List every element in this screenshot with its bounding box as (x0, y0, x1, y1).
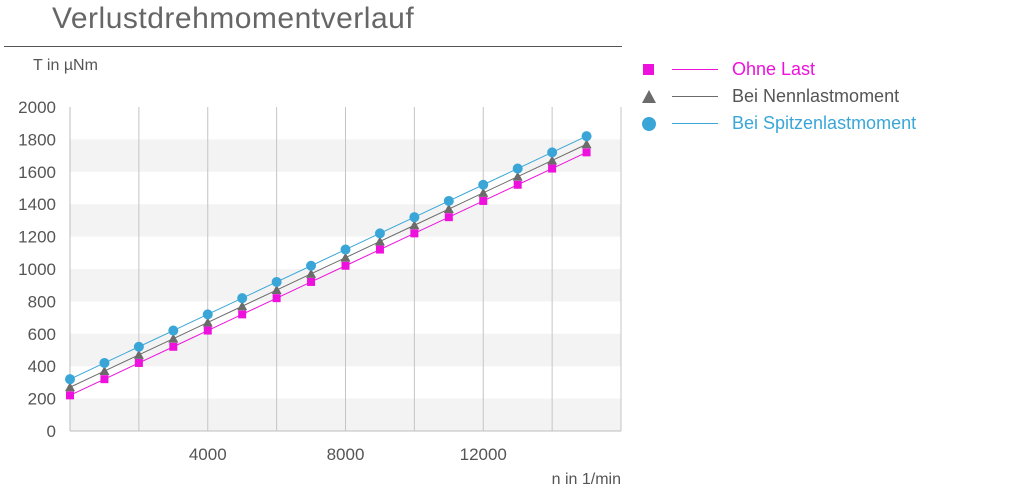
data-point-triangle (512, 171, 523, 181)
x-tick-label: 8000 (327, 445, 365, 464)
y-tick-label: 1600 (18, 163, 56, 182)
data-point-circle (547, 147, 558, 158)
data-point-circle (409, 212, 420, 223)
data-point-circle (478, 179, 489, 190)
data-point-square (203, 326, 212, 335)
y-tick-label: 200 (28, 390, 56, 409)
title-divider (4, 46, 622, 47)
y-tick-label: 400 (28, 357, 56, 376)
data-point-triangle (65, 382, 75, 392)
data-point-circle (168, 325, 179, 336)
data-point-triangle (168, 333, 179, 343)
data-point-triangle (99, 366, 110, 376)
data-point-square (375, 245, 384, 254)
data-point-square (66, 391, 74, 400)
series-line (69, 135, 587, 380)
data-point-triangle (202, 317, 213, 327)
data-point-triangle (547, 155, 558, 165)
series-layer (65, 131, 592, 400)
legend-marker-square (640, 61, 658, 79)
data-point-circle (65, 374, 75, 385)
legend-entry: Bei Spitzenlastmoment (640, 110, 916, 137)
data-point-triangle (306, 268, 317, 278)
legend-marker-circle (640, 115, 658, 133)
data-point-square (582, 148, 591, 157)
data-point-triangle (443, 204, 454, 214)
legend-line (672, 123, 718, 124)
data-point-circle (202, 309, 213, 320)
y-tick-label: 2000 (18, 98, 56, 117)
data-point-square (100, 375, 109, 384)
y-tick-label: 1800 (18, 130, 56, 149)
data-point-square (169, 342, 178, 351)
x-axis-label: n in 1/min (552, 471, 621, 488)
data-point-triangle (340, 252, 351, 262)
data-point-square (272, 294, 281, 303)
data-point-square (134, 358, 143, 367)
series-bei-spitzenlastmoment (65, 131, 592, 385)
y-tick-labels: 0 200 400 600 800 1000 1200 1400 1600 1800 2000 (18, 98, 56, 441)
data-point-square (410, 229, 419, 238)
data-point-square (513, 180, 522, 189)
legend-label: Bei Nennlastmoment (732, 86, 900, 106)
data-point-square (444, 213, 453, 222)
x-tick-labels: 4000 8000 12000 (189, 445, 507, 464)
chart-title: Verlustdrehmomentverlauf (52, 2, 415, 35)
y-tick-label: 1200 (18, 228, 56, 247)
data-point-circle (237, 293, 248, 304)
series-bei-nennlastmoment (65, 139, 592, 392)
data-point-circle (99, 357, 110, 368)
legend-line (672, 96, 718, 97)
data-point-circle (306, 260, 317, 271)
y-axis-label: T in µNm (33, 57, 98, 74)
legend-marker-triangle (640, 88, 658, 106)
y-tick-label: 800 (28, 292, 56, 311)
data-point-circle (340, 244, 351, 255)
y-tick-label: 600 (28, 325, 56, 344)
data-point-circle (443, 195, 454, 206)
series-ohne-last (66, 148, 591, 400)
legend-label: Bei Spitzenlastmoment (732, 113, 917, 133)
data-point-triangle (237, 301, 248, 311)
series-line (69, 143, 587, 388)
data-point-triangle (374, 236, 385, 246)
data-point-square (548, 164, 557, 173)
y-tick-label: 1400 (18, 195, 56, 214)
legend-entry: Ohne Last (640, 56, 916, 83)
x-tick-label: 4000 (189, 445, 227, 464)
data-point-triangle (478, 187, 489, 197)
data-point-square (341, 261, 350, 270)
legend: Ohne Last Bei Nennlastmoment Bei Spitzenla… (640, 56, 916, 137)
data-point-square (307, 277, 316, 286)
y-tick-label: 0 (47, 422, 56, 441)
data-point-square (238, 310, 247, 319)
legend-line (672, 69, 718, 70)
legend-label: Ohne Last (732, 59, 816, 79)
data-point-circle (133, 341, 144, 352)
data-point-circle (512, 163, 523, 174)
legend-entry: Bei Nennlastmoment (640, 83, 916, 110)
data-point-triangle (409, 220, 420, 230)
data-point-triangle (133, 349, 144, 359)
x-tick-label: 12000 (460, 445, 507, 464)
data-point-triangle (581, 139, 592, 149)
y-tick-label: 1000 (18, 260, 56, 279)
data-point-circle (581, 131, 592, 142)
series-line (69, 151, 587, 396)
data-point-circle (271, 276, 282, 287)
data-point-square (479, 196, 488, 205)
data-point-circle (374, 228, 385, 239)
data-point-triangle (271, 285, 282, 295)
